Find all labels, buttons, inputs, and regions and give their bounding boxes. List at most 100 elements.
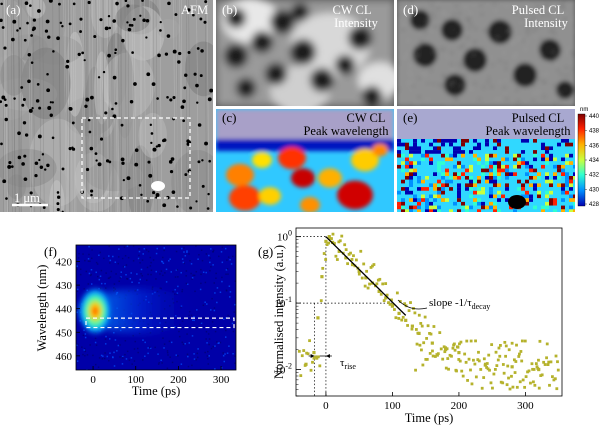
panel-b-letter: (b) bbox=[222, 2, 237, 17]
data-point bbox=[532, 368, 536, 371]
data-point bbox=[485, 366, 488, 369]
afm-pit bbox=[120, 157, 125, 162]
afm-pit bbox=[21, 103, 25, 107]
wavelength-domain bbox=[278, 146, 306, 170]
rise-label: τrise bbox=[340, 357, 356, 371]
afm-pit bbox=[172, 49, 177, 54]
afm-pit bbox=[134, 148, 139, 153]
afm-pit bbox=[17, 155, 22, 160]
afm-pit bbox=[38, 106, 42, 110]
afm-pit bbox=[124, 0, 128, 3]
data-point bbox=[503, 340, 507, 344]
data-point bbox=[447, 367, 450, 371]
data-point bbox=[432, 325, 436, 328]
data-point bbox=[443, 350, 447, 354]
afm-pit bbox=[30, 61, 34, 64]
afm-pit bbox=[126, 4, 130, 8]
data-point bbox=[495, 364, 499, 368]
afm-pit bbox=[155, 193, 160, 197]
data-point bbox=[425, 357, 429, 361]
data-point bbox=[312, 356, 316, 360]
data-point bbox=[394, 316, 398, 320]
data-point bbox=[384, 296, 388, 300]
panel-e-pulsed-wavelength: (e) Pulsed CL Peak wavelength bbox=[397, 109, 575, 212]
afm-texture bbox=[0, 0, 213, 212]
colorbar-tick-label: 432 bbox=[589, 173, 600, 179]
afm-pit bbox=[122, 179, 125, 182]
afm-pit bbox=[186, 139, 190, 143]
data-point bbox=[379, 292, 383, 296]
data-point bbox=[480, 386, 484, 390]
data-point bbox=[352, 254, 355, 258]
afm-pit bbox=[72, 2, 76, 6]
data-point bbox=[458, 342, 461, 346]
afm-pit bbox=[157, 53, 161, 58]
panel-a-afm: 1 μm (a) AFM bbox=[0, 0, 213, 212]
afm-pit bbox=[31, 28, 35, 32]
afm-pit bbox=[59, 21, 63, 25]
afm-pit bbox=[10, 165, 14, 168]
afm-pit bbox=[23, 177, 28, 181]
data-point bbox=[378, 277, 382, 281]
data-point bbox=[543, 363, 547, 366]
wavelength-domain bbox=[252, 152, 272, 168]
panel-g-ylabel: Normalised intensity (a.u.) bbox=[272, 245, 286, 379]
afm-pit bbox=[1, 95, 6, 100]
data-point bbox=[420, 324, 424, 328]
panel-d-title-1: Pulsed CL bbox=[512, 3, 564, 17]
data-point bbox=[382, 299, 386, 303]
data-point bbox=[363, 284, 367, 288]
data-point bbox=[327, 241, 330, 245]
data-point bbox=[418, 343, 422, 347]
afm-pit bbox=[105, 159, 110, 163]
wavelength-domain bbox=[226, 163, 254, 187]
afm-pit bbox=[22, 121, 27, 125]
dark-domain bbox=[463, 48, 487, 72]
panel-f-ytick: 430 bbox=[56, 280, 73, 292]
afm-pit bbox=[34, 173, 38, 178]
colorbar-tick-label: 434 bbox=[589, 158, 600, 164]
afm-pit bbox=[184, 173, 188, 177]
data-point bbox=[470, 382, 474, 386]
data-point bbox=[368, 282, 371, 286]
data-point bbox=[534, 362, 538, 366]
data-point bbox=[490, 343, 494, 347]
afm-pit bbox=[58, 2, 61, 6]
afm-pit bbox=[0, 100, 3, 104]
data-point bbox=[535, 365, 539, 369]
afm-pit bbox=[68, 22, 72, 26]
afm-pit bbox=[0, 2, 3, 6]
decay-points bbox=[297, 232, 560, 391]
data-point bbox=[362, 262, 366, 266]
rise-arrow-head bbox=[310, 353, 315, 358]
data-point bbox=[450, 354, 453, 358]
data-point bbox=[467, 357, 471, 361]
afm-pit bbox=[132, 17, 136, 21]
afm-pit bbox=[68, 147, 72, 151]
data-point bbox=[410, 324, 414, 328]
data-point bbox=[333, 242, 336, 245]
data-point bbox=[438, 331, 442, 335]
colorbar-tick-label: 428 bbox=[589, 202, 600, 208]
afm-pit bbox=[192, 13, 195, 17]
dark-domain bbox=[556, 81, 574, 99]
afm-pit bbox=[43, 168, 47, 171]
afm-pit bbox=[134, 162, 139, 167]
dark-defect bbox=[508, 195, 526, 209]
data-point bbox=[439, 347, 443, 351]
data-point bbox=[303, 364, 307, 367]
dark-domain bbox=[226, 8, 246, 28]
afm-pit bbox=[189, 206, 193, 210]
afm-pit bbox=[141, 0, 144, 2]
afm-pit bbox=[24, 133, 29, 137]
afm-pit bbox=[90, 193, 93, 197]
panel-f-xtick: 200 bbox=[170, 374, 187, 386]
data-point bbox=[529, 381, 532, 385]
data-point bbox=[556, 368, 560, 372]
panel-g-decay: (g) 0 100 200 300 100 10-1 10-2 τrise slope -… bbox=[258, 227, 563, 425]
afm-pit bbox=[1, 26, 5, 29]
afm-pit bbox=[44, 29, 49, 33]
afm-pit bbox=[199, 74, 203, 78]
afm-pit bbox=[152, 191, 156, 195]
panel-c-title-2: Peak wavelength bbox=[303, 124, 389, 138]
